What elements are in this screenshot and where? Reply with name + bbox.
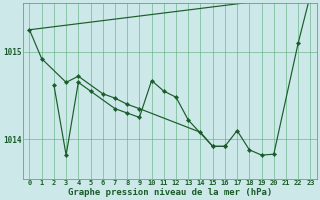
X-axis label: Graphe pression niveau de la mer (hPa): Graphe pression niveau de la mer (hPa) [68, 188, 272, 197]
